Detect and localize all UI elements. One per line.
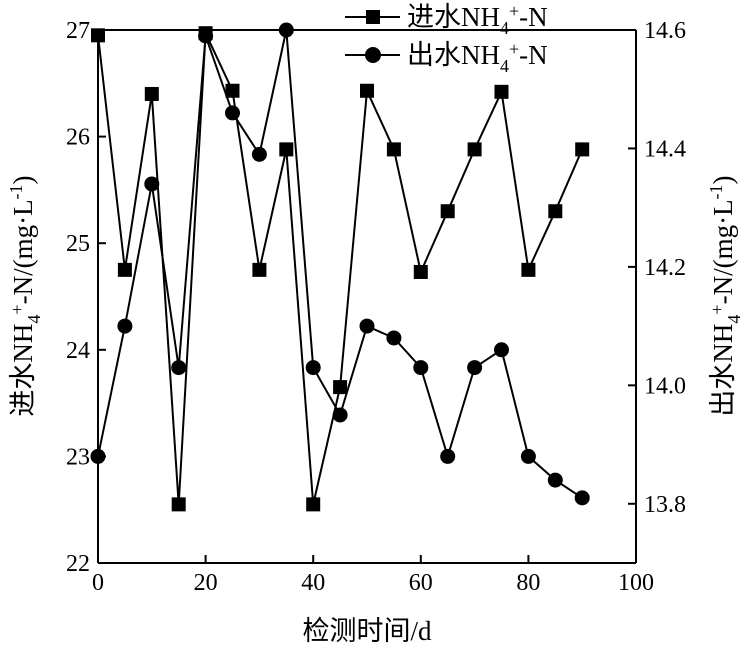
influent-point xyxy=(171,497,186,512)
legend-label-effluent: 出水NH4+-N xyxy=(407,39,548,76)
legend-marker-effluent xyxy=(365,47,381,63)
influent-point xyxy=(440,204,455,219)
influent-point xyxy=(225,83,240,98)
y-right-tick-label: 14.2 xyxy=(644,255,686,281)
legend-label-influent: 进水NH4+-N xyxy=(407,1,548,38)
effluent-point xyxy=(278,22,294,38)
influent-point xyxy=(494,84,509,99)
axes xyxy=(97,29,637,564)
y-left-tick-label: 26 xyxy=(66,125,90,151)
effluent-point xyxy=(144,176,160,192)
effluent-point xyxy=(332,407,348,423)
x-tick-label: 20 xyxy=(194,570,218,596)
influent-point xyxy=(333,380,348,395)
influent-point xyxy=(279,142,294,157)
influent-point xyxy=(117,262,132,277)
effluent-point xyxy=(117,318,133,334)
effluent-point xyxy=(305,360,321,376)
legend-marker-influent xyxy=(366,10,380,24)
x-tick-label: 40 xyxy=(301,570,325,596)
effluent-point xyxy=(225,105,240,121)
y-right-tick-label: 14.0 xyxy=(644,373,686,399)
effluent-point xyxy=(359,318,375,334)
y-left-tick-label: 27 xyxy=(66,18,90,44)
y-left-tick-label: 24 xyxy=(66,338,90,364)
y-axis-left-title: 进水NH4+-N/(mg·L-1) xyxy=(6,175,44,416)
influent-point xyxy=(91,28,105,43)
influent-point xyxy=(360,83,374,98)
influent-point xyxy=(548,204,563,219)
influent-point xyxy=(386,142,401,157)
x-axis-title: 检测时间/d xyxy=(302,616,432,646)
effluent-point xyxy=(171,360,187,376)
effluent-point xyxy=(198,28,214,44)
y-left-ticks: 22 23 24 25 26 27 xyxy=(66,18,106,577)
y-left-tick-label: 23 xyxy=(66,444,90,470)
influent-point xyxy=(306,497,321,512)
influent-point xyxy=(413,264,428,279)
effluent-point xyxy=(520,448,536,464)
y-right-tick-label: 14.6 xyxy=(644,18,686,44)
effluent-point xyxy=(413,360,429,376)
effluent-point xyxy=(386,330,402,346)
effluent-point xyxy=(467,360,483,376)
y-right-tick-label: 13.8 xyxy=(644,492,686,518)
effluent-point xyxy=(547,472,563,488)
series-line-influent xyxy=(97,32,584,505)
y-right-tick-label: 14.4 xyxy=(644,136,686,162)
influent-point xyxy=(467,142,482,157)
legend: 进水NH4+-N 出水NH4+-N xyxy=(345,1,548,76)
effluent-point xyxy=(574,490,590,506)
effluent-point xyxy=(494,342,509,358)
influent-point xyxy=(521,262,536,277)
y-axis-right-title: 出水NH4+-N/(mg·L-1) xyxy=(706,175,744,416)
influent-point xyxy=(144,86,159,101)
series-line-effluent xyxy=(97,29,583,499)
x-tick-label: 0 xyxy=(92,570,104,596)
x-tick-label: 80 xyxy=(516,570,540,596)
x-tick-label: 100 xyxy=(618,570,654,596)
series-layer xyxy=(90,22,590,512)
effluent-point xyxy=(440,448,456,464)
influent-point xyxy=(252,262,267,277)
y-left-tick-label: 25 xyxy=(66,231,90,257)
effluent-point xyxy=(90,448,106,464)
y-left-tick-label: 22 xyxy=(66,551,90,577)
influent-point xyxy=(575,142,590,157)
y-right-ticks: 13.8 14.0 14.2 14.4 14.6 xyxy=(628,18,686,518)
effluent-point xyxy=(251,146,267,162)
x-ticks: 0 20 40 60 80 100 xyxy=(92,555,654,596)
x-tick-label: 60 xyxy=(409,570,433,596)
